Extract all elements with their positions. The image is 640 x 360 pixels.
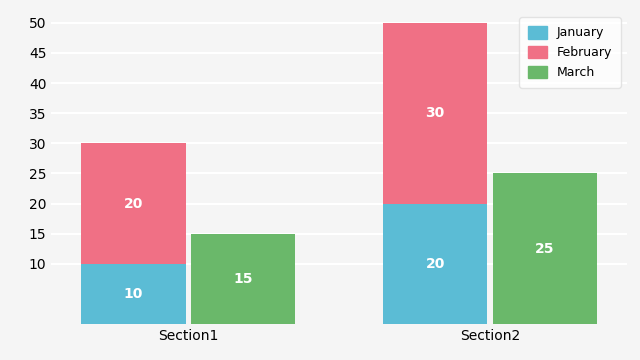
- Text: 20: 20: [426, 257, 445, 271]
- Bar: [81, 264, 186, 324]
- Legend: January, February, March: January, February, March: [519, 17, 621, 88]
- Text: 20: 20: [124, 197, 143, 211]
- Text: 10: 10: [124, 287, 143, 301]
- Text: 15: 15: [234, 272, 253, 286]
- Bar: [383, 23, 487, 203]
- Text: 30: 30: [426, 106, 445, 120]
- Text: 25: 25: [535, 242, 555, 256]
- Bar: [383, 203, 487, 324]
- Bar: [81, 143, 186, 264]
- Bar: [191, 234, 295, 324]
- Bar: [493, 174, 597, 324]
